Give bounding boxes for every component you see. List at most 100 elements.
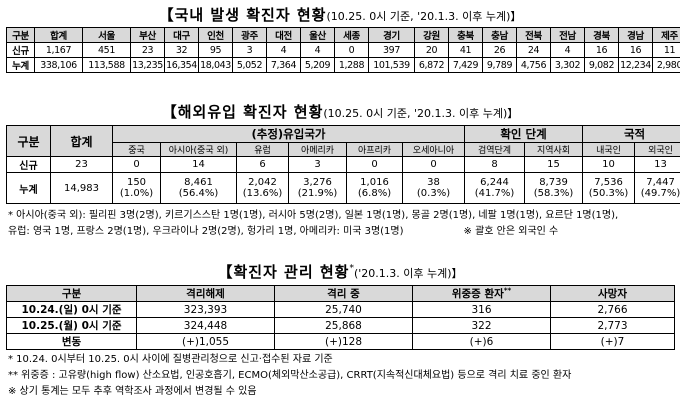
header-cell: 지역사회 — [523, 142, 584, 157]
cell: 8,739 (58.3%) — [523, 172, 584, 204]
management-title: 【확진자 관리 현황*('20.1.3. 이후 누계)】 — [0, 261, 680, 282]
header-cell: 유럽 — [236, 142, 289, 157]
header-cell: 경기 — [368, 27, 415, 43]
overseas-title: 【해외유입 확진자 현황(10.25. 0시 기준, '20.1.3. 이후 누… — [0, 101, 680, 122]
cell: 24 — [516, 42, 551, 58]
overseas-notes: * 아시아(중국 외): 필리핀 3명(2명), 키르기스스탄 1명(1명), … — [8, 208, 618, 240]
title: 【국내 발생 확진자 현황 — [158, 6, 327, 24]
header-cell: 경남 — [618, 27, 653, 43]
header-text: 위중증 환자 — [451, 288, 504, 300]
cell: (+)128 — [274, 333, 413, 350]
value: 3,276 — [303, 177, 332, 188]
note: ※ 상기 통계는 모두 추후 역학조사 과정에서 변경될 수 있음 — [8, 386, 257, 397]
cell: 451 — [82, 42, 131, 58]
cell: 1,167 — [34, 42, 83, 58]
header-cell: 충북 — [448, 27, 483, 43]
cell: 25,740 — [274, 301, 413, 318]
cell: 26 — [482, 42, 517, 58]
cell: 15 — [523, 156, 584, 173]
header-text: 구분 — [61, 288, 82, 300]
value: 7,536 — [594, 177, 623, 188]
cell: 322 — [412, 317, 551, 334]
cell: 3,302 — [550, 57, 585, 73]
title-mark: * — [349, 263, 354, 274]
header-cell: 위중증 환자** — [412, 285, 551, 302]
cell: 95 — [198, 42, 233, 58]
cell: 38 (0.3%) — [402, 172, 465, 204]
cell: 397 — [368, 42, 415, 58]
title-note: ('20.1.3. 이후 누계)】 — [353, 267, 463, 280]
header-row: 구분 격리해제 격리 중 위중증 환자** 사망자 — [6, 285, 675, 302]
cell: 32 — [164, 42, 199, 58]
row-label: 변동 — [6, 333, 137, 350]
cell: 13,235 — [130, 57, 165, 73]
row-label: 누계 — [6, 172, 51, 204]
value: 2,042 — [248, 177, 277, 188]
cell: 16 — [618, 42, 653, 58]
header-cell: 격리 중 — [274, 285, 413, 302]
header-cell: 강원 — [414, 27, 449, 43]
header-cell: 사망자 — [550, 285, 675, 302]
cell: 12,234 — [618, 57, 653, 73]
header-cell: 아메리카 — [288, 142, 347, 157]
header-mark: ** — [503, 286, 512, 295]
cell: 20 — [414, 42, 449, 58]
note: 유럽: 영국 1명, 프랑스 2명(1명), 우크라이나 2명(2명), 헝가리… — [8, 226, 404, 237]
domestic-table: 구분 합계 서울 부산 대구 인천 광주 대전 울산 세종 경기 강원 충북 충남 전북 전남 경북 경남 제주 신규… — [6, 27, 680, 73]
note: * 아시아(중국 외): 필리핀 3명(2명), 키르기스스탄 1명(1명), … — [8, 210, 619, 221]
data-row: 신규 23 0 14 6 3 0 0 8 15 10 13 — [6, 156, 680, 173]
header-cell: 내국인 — [582, 142, 636, 157]
share: (0.3%) — [416, 188, 451, 199]
header-cell: 전북 — [516, 27, 551, 43]
cell: 14 — [160, 156, 237, 173]
header-cell: 합계 — [34, 27, 83, 43]
cell: 338,106 — [34, 57, 83, 73]
row-label: 누계 — [6, 57, 35, 73]
header-cell: 울산 — [300, 27, 335, 43]
header-cell: 오세아니아 — [402, 142, 465, 157]
share: (21.9%) — [297, 188, 338, 199]
domestic-title: 【국내 발생 확진자 현황(10.25. 0시 기준, '20.1.3. 이후 … — [0, 4, 680, 25]
header-cell: 아시아(중국 외) — [160, 142, 237, 157]
header-cell: 대전 — [266, 27, 301, 43]
cell: 5,209 — [300, 57, 335, 73]
header-cell: 구분 — [6, 27, 35, 43]
share: (56.4%) — [178, 188, 219, 199]
header-text: 격리 중 — [327, 288, 360, 300]
cell: 0 — [112, 156, 161, 173]
header-cell: 구분 — [6, 125, 51, 157]
cell: 25,868 — [274, 317, 413, 334]
cell: 316 — [412, 301, 551, 318]
cell: 7,429 — [448, 57, 483, 73]
header-cell: 합계 — [50, 125, 113, 157]
data-row: 누계 14,983 150 (1.0%) 8,461 (56.4%) 2,042 (13.6%… — [6, 172, 680, 204]
cell: 8,461 (56.4%) — [160, 172, 237, 204]
share: (1.0%) — [119, 188, 154, 199]
header-cell: 격리해제 — [136, 285, 275, 302]
header-row: 구분 합계 서울 부산 대구 인천 광주 대전 울산 세종 경기 강원 충북 충남 전북 전남 경북 경남 제주 — [6, 27, 680, 43]
value: 8,461 — [184, 177, 213, 188]
cell: 0 — [402, 156, 465, 173]
title-note: (10.25. 0시 기준, '20.1.3. 이후 누계)】 — [326, 10, 522, 23]
share: (58.3%) — [533, 188, 574, 199]
header-row: 구분 합계 (추정)유입국가 확인 단계 국적 — [6, 125, 680, 157]
note: ** 위중증 : 고유량(high flow) 산소요법, 인공호흡기, ECM… — [8, 370, 572, 381]
note: ※ 괄호 안은 외국인 수 — [463, 226, 559, 237]
cell: 3 — [232, 42, 267, 58]
header-cell: 대구 — [164, 27, 199, 43]
header-cell: 세종 — [334, 27, 369, 43]
header-cell: 중국 — [112, 142, 161, 157]
cell: 41 — [448, 42, 483, 58]
cell: 324,448 — [136, 317, 275, 334]
cell: 0 — [334, 42, 369, 58]
cell: 5,052 — [232, 57, 267, 73]
cell: 4 — [300, 42, 335, 58]
cell: 101,539 — [368, 57, 415, 73]
data-row: 신규 1,167 451 23 32 95 3 4 4 0 397 20 41 26 24 4 16 16 11 — [6, 42, 680, 58]
cell: 13 — [634, 156, 680, 173]
cell: 2,773 — [550, 317, 675, 334]
cell: 1,288 — [334, 57, 369, 73]
header-cell: 아프리카 — [346, 142, 403, 157]
cell: (+)1,055 — [136, 333, 275, 350]
